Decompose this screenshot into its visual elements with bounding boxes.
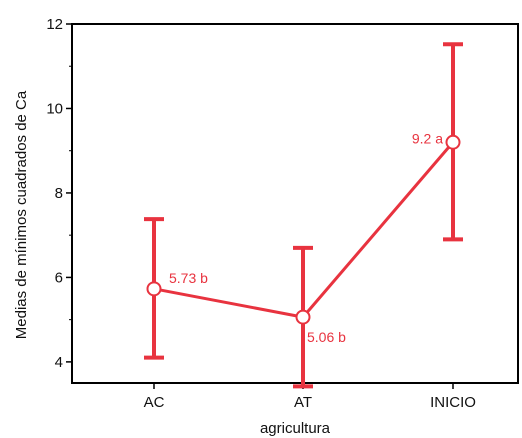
y-tick-label: 8 (55, 185, 63, 202)
y-tick-label: 4 (55, 354, 63, 371)
x-tick-label: AC (144, 394, 165, 411)
x-tick-label: AT (294, 394, 312, 411)
y-tick-label: 6 (55, 269, 63, 286)
plot-frame (71, 23, 519, 384)
x-tick-label: INICIO (430, 394, 476, 411)
data-label: 5.73 b (169, 270, 208, 286)
data-point (146, 281, 162, 297)
series-layer: 5.73 b 5.06 b 9.2 a (144, 42, 463, 389)
y-tick-label: 12 (46, 16, 63, 33)
data-label: 5.06 b (307, 329, 346, 345)
y-axis-title: Medias de mínimos cuadrados de Ca (13, 90, 30, 339)
data-label: 9.2 a (412, 130, 443, 146)
x-axis-title: agricultura (260, 420, 331, 437)
data-point (445, 134, 461, 150)
y-axis: 4 6 8 10 12 (46, 16, 72, 371)
y-tick-label: 10 (46, 100, 63, 117)
data-point (295, 309, 311, 325)
